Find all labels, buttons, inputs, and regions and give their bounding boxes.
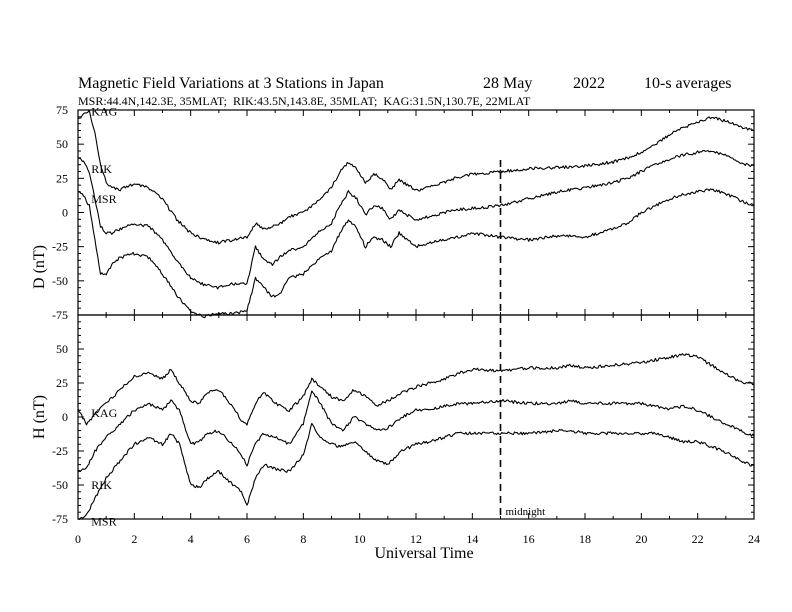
chart-title-main: Magnetic Field Variations at 3 Stations …	[78, 75, 384, 92]
x-tick-label: 24	[748, 532, 760, 546]
series-kag-line	[77, 109, 755, 245]
panel-d: 75 50 25 0 -25 -50 -75 D (nT) KAG RIK MSR	[31, 103, 755, 322]
y-tick-label: 50	[56, 137, 68, 151]
y-tick-label: 0	[62, 206, 68, 220]
series-rik-label: RIK	[91, 162, 112, 176]
series-kag-line	[77, 353, 755, 426]
series-kag-label: KAG	[91, 406, 117, 420]
series-rik-line	[77, 149, 755, 290]
series-rik-line	[77, 390, 755, 472]
series-kag-label: KAG	[91, 104, 117, 118]
x-tick-label: 22	[692, 532, 704, 546]
x-tick-label: 14	[466, 532, 478, 546]
x-tick-label: 12	[410, 532, 422, 546]
x-tick-label: 6	[244, 532, 250, 546]
series-msr-label: MSR	[91, 515, 116, 529]
chart-title-averaging: 10-s averages	[644, 75, 732, 92]
x-tick-label: 18	[579, 532, 591, 546]
y-tick-label: -75	[52, 308, 68, 322]
chart-title-date: 28 May	[483, 75, 532, 92]
x-tick-label: 4	[188, 532, 194, 546]
x-tick-label: 2	[131, 532, 137, 546]
x-tick-label: 16	[523, 532, 535, 546]
y-axis-label: H (nT)	[31, 395, 48, 439]
chart-subtitle: MSR:44.4N,142.3E, 35MLAT; RIK:43.5N,143.…	[78, 94, 531, 108]
panel-frame	[77, 314, 755, 520]
y-axis-label: D (nT)	[31, 245, 48, 289]
y-tick-label: -25	[52, 444, 68, 458]
y-tick-label: 25	[56, 376, 68, 390]
y-tick-label: 0	[62, 410, 68, 424]
x-tick-label: 10	[354, 532, 366, 546]
x-tick-label: 20	[635, 532, 647, 546]
y-tick-label: 50	[56, 342, 68, 356]
series-msr-label: MSR	[91, 192, 116, 206]
panel-frame	[77, 109, 755, 316]
plot-area: 75 50 25 0 -25 -50 -75 D (nT) KAG RIK MSR 50 25 0 -25 -…	[31, 103, 760, 546]
midnight-label: midnight	[506, 506, 546, 518]
y-tick-label: 75	[56, 103, 68, 117]
y-tick-label: -25	[52, 240, 68, 254]
y-tick-label: 25	[56, 171, 68, 185]
x-tick-label: 8	[300, 532, 306, 546]
y-tick-label: -75	[52, 512, 68, 526]
y-tick-label: -50	[52, 274, 68, 288]
chart-title-year: 2022	[573, 75, 605, 92]
y-tick-label: -50	[52, 478, 68, 492]
x-axis-label: Universal Time	[374, 545, 473, 562]
series-msr-line	[77, 188, 755, 319]
x-tick-label: 0	[75, 532, 81, 546]
series-msr-line	[77, 422, 755, 521]
